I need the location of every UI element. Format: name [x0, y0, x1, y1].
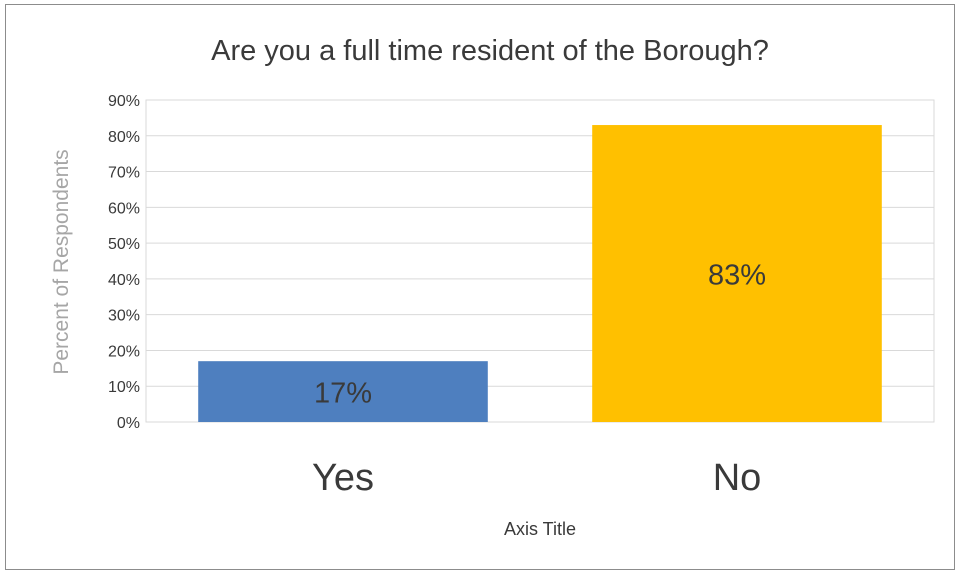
data-label: 83% — [708, 260, 766, 292]
x-axis-title: Axis Title — [504, 519, 576, 539]
bars: 17% 83% — [198, 125, 882, 423]
x-tick-label: No — [713, 457, 762, 499]
y-axis-ticks: 0% 10% 20% 30% 40% 50% 60% 70% 80% 90% — [108, 93, 140, 432]
bar-yes — [198, 361, 488, 422]
y-tick-label: 50% — [108, 236, 140, 253]
data-label: 17% — [314, 378, 372, 410]
x-axis-ticks: Yes No — [312, 457, 761, 499]
y-axis-title: Percent of Respondents — [50, 149, 73, 374]
y-tick-label: 0% — [117, 415, 140, 432]
plot-area-border — [145, 99, 935, 423]
bar-no — [592, 125, 882, 423]
y-tick-label: 60% — [108, 200, 140, 217]
y-tick-label: 90% — [108, 93, 140, 110]
y-tick-label: 30% — [108, 308, 140, 325]
y-tick-label: 40% — [108, 272, 140, 289]
y-tick-label: 70% — [108, 165, 140, 182]
x-tick-label: Yes — [312, 457, 374, 499]
y-tick-label: 10% — [108, 379, 140, 396]
y-tick-label: 20% — [108, 343, 140, 360]
chart-title: Are you a full time resident of the Boro… — [211, 35, 769, 67]
y-tick-label: 80% — [108, 129, 140, 146]
